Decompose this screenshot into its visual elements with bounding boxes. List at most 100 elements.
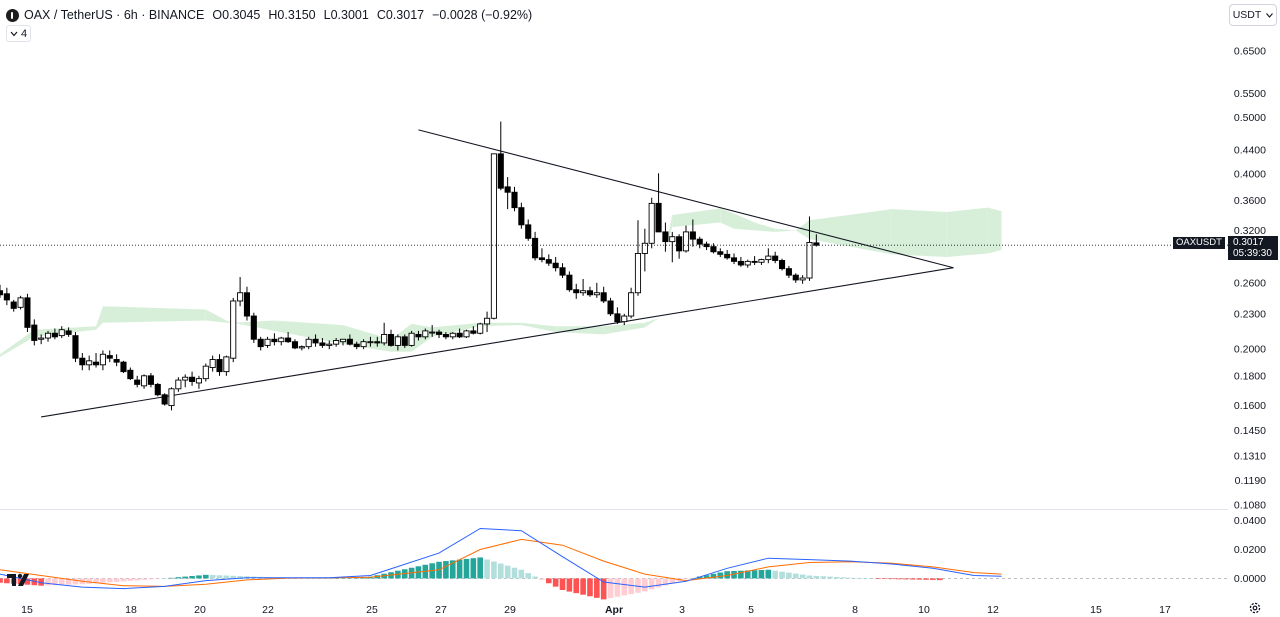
candle (525, 219, 532, 241)
price-axis-label: 0.3600 (1234, 195, 1266, 207)
candle (182, 374, 189, 388)
candle-body (257, 338, 264, 348)
candle-body (648, 202, 655, 244)
macd-histogram-bar (840, 577, 847, 579)
candle (168, 387, 175, 411)
macd-histogram-bar (154, 578, 161, 580)
time-axis-label: 10 (918, 604, 930, 616)
candle (744, 259, 751, 268)
cloud-segment (775, 228, 796, 232)
candle (463, 329, 470, 339)
macd-histogram-bar (230, 575, 237, 579)
macd-histogram-bar (772, 570, 778, 579)
candle-body (333, 340, 340, 345)
macd-histogram-bar (65, 578, 72, 585)
symbol-legend[interactable]: OAX / TetherUS · 6h · BINANCE O0.3045 H0… (6, 6, 532, 24)
ohlc-low: L0.3001 (323, 8, 369, 22)
macd-histogram-bar (58, 578, 65, 585)
candle-body (593, 292, 600, 296)
macd-histogram-bar (806, 575, 813, 579)
candle-body (326, 343, 333, 346)
candle (99, 350, 106, 371)
candle-body (614, 313, 621, 323)
candle-body (456, 332, 463, 338)
macd-histogram-bar (532, 576, 538, 579)
candle (154, 382, 161, 397)
currency-select-button[interactable]: USDT (1229, 4, 1277, 26)
candle (648, 197, 655, 249)
candle (113, 354, 120, 367)
candle-body (532, 237, 539, 259)
cloud-segment (795, 220, 810, 240)
candle (353, 341, 360, 350)
macd-histogram-bar (72, 578, 79, 585)
candle-body (209, 359, 216, 368)
macd-histogram-bar (189, 576, 195, 579)
time-axis-label: 15 (21, 604, 33, 616)
candle-body (676, 236, 683, 252)
candle (298, 345, 305, 351)
ohlc-open: O0.3045 (212, 8, 261, 22)
macd-histogram-bar (861, 578, 868, 579)
candle-body (31, 324, 38, 341)
ichimoku-cloud (0, 207, 1002, 357)
candle-body (10, 301, 17, 309)
candle (689, 219, 696, 247)
macd-histogram-bar (491, 561, 497, 579)
candle (429, 325, 436, 337)
macd-histogram-bar (134, 578, 140, 581)
candle-body (710, 246, 717, 253)
cloud-segment (644, 318, 659, 328)
candle-body (435, 331, 443, 335)
indicators-toggle-button[interactable]: 4 (6, 25, 32, 42)
macd-histogram-bar (923, 578, 929, 580)
settings-gear-icon[interactable] (1248, 601, 1262, 615)
macd-histogram-bar (889, 578, 895, 580)
candle (422, 328, 429, 340)
candle (415, 330, 422, 341)
macd-histogram-bar (518, 569, 525, 579)
candle-body (154, 383, 161, 396)
candle-body (305, 338, 312, 348)
time-axis-label: Apr (605, 604, 623, 616)
macd-histogram-bar (539, 578, 545, 580)
candle-body (703, 243, 710, 248)
candle (778, 258, 786, 271)
macd-histogram-bar (600, 578, 607, 600)
candle-body (202, 365, 209, 380)
macd-histogram-bar (216, 575, 223, 579)
macd-histogram-bar (648, 578, 655, 590)
tradingview-logo-icon[interactable] (7, 572, 33, 587)
candle (147, 373, 154, 388)
candle-body (580, 290, 587, 294)
macd-histogram-bar (319, 578, 326, 579)
candle-body (559, 267, 566, 276)
macd-histogram-bar (813, 575, 820, 579)
macd-histogram-bar (484, 559, 490, 579)
candle (593, 282, 600, 298)
macd-histogram-bar (786, 572, 792, 579)
candle (490, 153, 497, 320)
candle-body (655, 202, 662, 233)
macd-histogram-bar (45, 578, 51, 586)
candle (72, 332, 79, 363)
candle (44, 330, 52, 342)
cloud-segment (754, 222, 776, 232)
macd-histogram-bar (449, 560, 456, 579)
candle-body (230, 300, 237, 359)
candle-body (778, 260, 786, 270)
price-axis-label: 0.4000 (1234, 168, 1266, 180)
price-axis-label: 0.3200 (1234, 225, 1266, 237)
symbol-price-tag: OAXUSDT (1173, 237, 1225, 249)
candle (751, 256, 758, 265)
macd-histogram-bar (326, 578, 333, 579)
candle (24, 293, 31, 333)
cloud-segment (946, 207, 988, 257)
macd-histogram-bar (642, 578, 648, 592)
cloud-segment (891, 209, 947, 257)
candle (504, 177, 511, 210)
candle (792, 273, 799, 283)
candle-body (634, 253, 642, 294)
candle-body (243, 292, 251, 317)
